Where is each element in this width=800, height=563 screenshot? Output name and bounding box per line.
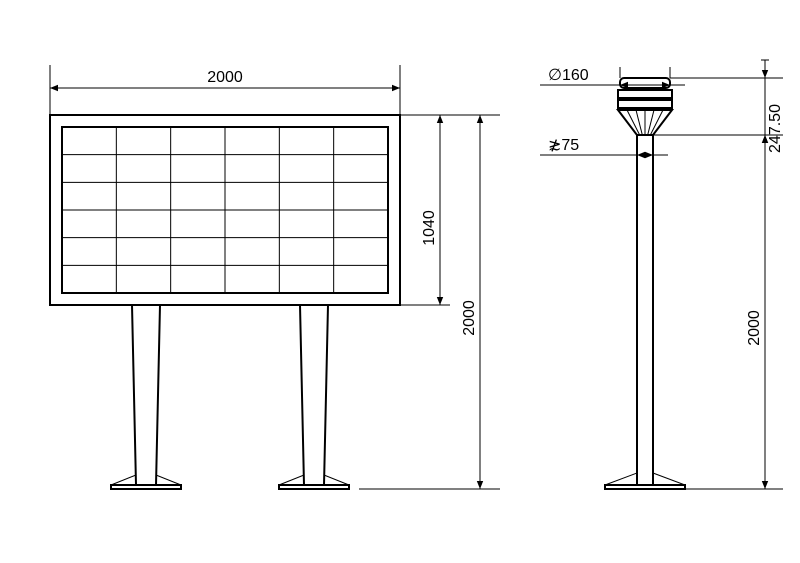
- dim-side-2000: 2000: [746, 310, 763, 346]
- dim-side-d160: ∅160: [548, 67, 589, 84]
- dim-side-d75: ≵75: [548, 137, 579, 154]
- dim-side-24750: 247.50: [767, 104, 784, 153]
- dim-front-1040: 1040: [421, 210, 438, 246]
- dim-front-2000: 2000: [461, 300, 478, 336]
- dim-front-width: 2000: [207, 69, 243, 86]
